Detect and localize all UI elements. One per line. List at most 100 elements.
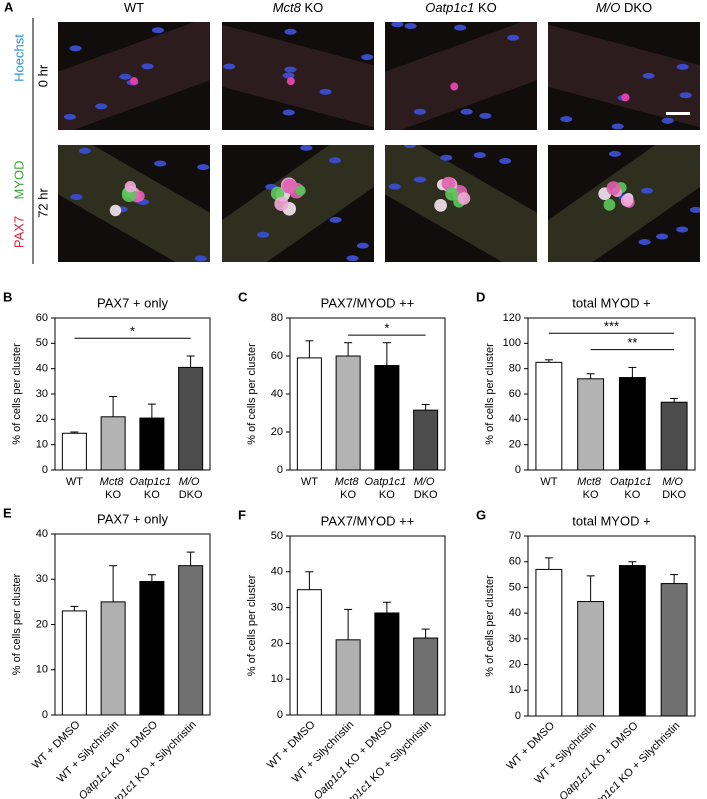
x-tick-label: M/O DKO	[414, 476, 438, 501]
nucleus	[676, 226, 689, 233]
panel-letter: C	[238, 289, 248, 304]
y-tick-label: 50	[509, 581, 521, 593]
image-content	[58, 22, 210, 130]
bar	[577, 378, 605, 471]
image-content	[548, 145, 700, 262]
y-tick-label: 10	[36, 439, 48, 451]
bar	[61, 432, 87, 471]
y-axis-label: % of cells per cluster	[484, 343, 496, 445]
fiber	[58, 22, 210, 130]
panel-letter: E	[3, 505, 12, 520]
y-tick-label: 30	[36, 573, 48, 585]
y-tick-label: 30	[509, 633, 521, 645]
nucleus	[78, 147, 91, 154]
y-tick-label: 20	[271, 637, 283, 649]
y-tick-label: 60	[509, 388, 521, 400]
image-content	[58, 145, 210, 262]
y-tick-label: 40	[509, 413, 521, 425]
cluster-cell	[434, 198, 447, 212]
nucleus	[676, 63, 689, 70]
nucleus	[141, 63, 154, 70]
pax7-nucleus	[621, 93, 630, 102]
y-tick-label: 10	[36, 664, 48, 676]
fiber	[58, 145, 210, 262]
plot-frame	[54, 533, 211, 716]
y-axis-label: % of cells per cluster	[484, 575, 496, 677]
bar	[413, 409, 439, 471]
nucleus	[499, 157, 512, 164]
y-tick-label: 30	[36, 388, 48, 400]
y-tick-label: 60	[271, 350, 283, 362]
pax7-nucleus	[450, 82, 459, 91]
bar	[178, 366, 204, 471]
bar	[660, 401, 688, 471]
fiber	[548, 22, 700, 130]
cluster-cell	[124, 181, 137, 193]
x-tick-label: Oatp1c1 KO	[610, 476, 655, 501]
column-header: Mct8 KO	[273, 0, 324, 15]
y-tick-label: 80	[509, 363, 521, 375]
x-tick-label: Oatp1c1 KO	[130, 476, 175, 501]
chart-title: PAX7 + only	[97, 511, 168, 526]
y-tick-label: 0	[277, 464, 283, 476]
image-content	[222, 145, 374, 262]
nucleus	[154, 160, 167, 167]
micrograph	[385, 22, 537, 130]
cluster-cell	[620, 194, 634, 207]
nucleus	[611, 123, 624, 130]
nucleus	[661, 117, 674, 124]
nucleus	[479, 112, 492, 119]
fiber	[222, 22, 374, 130]
nucleus	[69, 45, 82, 52]
x-tick-label: Mct8 KO	[100, 476, 127, 501]
nucleus	[413, 108, 426, 115]
nucleus	[63, 113, 76, 120]
y-tick-label: 20	[509, 658, 521, 670]
nucleus	[656, 233, 669, 240]
bar	[618, 565, 646, 717]
bar	[577, 601, 605, 717]
bar	[374, 612, 400, 716]
cluster-cell	[457, 192, 471, 205]
cluster-cell	[109, 204, 122, 217]
column-header: WT	[124, 0, 144, 15]
chart-title: total MYOD +	[572, 295, 650, 310]
y-tick-label: 0	[515, 464, 521, 476]
panel-letter: D	[476, 289, 485, 304]
micrograph	[548, 22, 700, 130]
bar	[139, 581, 165, 716]
y-tick-label: 0	[42, 709, 48, 721]
nucleus	[328, 157, 341, 164]
nucleus	[689, 206, 700, 213]
nucleus	[319, 88, 332, 95]
cluster-cell	[445, 187, 459, 201]
nucleus	[679, 92, 692, 99]
panel-letter: B	[3, 289, 12, 304]
cluster-cell	[282, 179, 297, 194]
y-tick-label: 20	[36, 413, 48, 425]
panel-letter: G	[476, 507, 486, 522]
bar	[296, 589, 322, 716]
nucleus	[151, 27, 164, 34]
stain-label: PAX7	[11, 216, 26, 248]
chart-title: PAX7/MYOD ++	[321, 513, 415, 528]
nucleus	[507, 34, 520, 41]
y-tick-label: 50	[36, 337, 48, 349]
micrograph	[222, 145, 374, 262]
y-tick-label: 40	[36, 528, 48, 540]
significance-label: ***	[604, 319, 619, 334]
fiber	[222, 145, 374, 262]
nucleus	[356, 242, 369, 249]
x-tick-label: WT	[540, 476, 557, 488]
nucleus	[642, 72, 655, 79]
nucleus	[560, 116, 573, 123]
y-tick-label: 40	[509, 607, 521, 619]
x-tick-label: Oatp1c1 KO	[365, 476, 410, 501]
stain-label: MYOD	[11, 161, 26, 200]
cluster-cell	[274, 196, 289, 211]
nucleus	[638, 239, 651, 246]
plot-frame	[289, 535, 446, 716]
nucleus	[194, 255, 207, 262]
nucleus	[608, 150, 621, 157]
x-tick-label: WT	[301, 476, 318, 488]
